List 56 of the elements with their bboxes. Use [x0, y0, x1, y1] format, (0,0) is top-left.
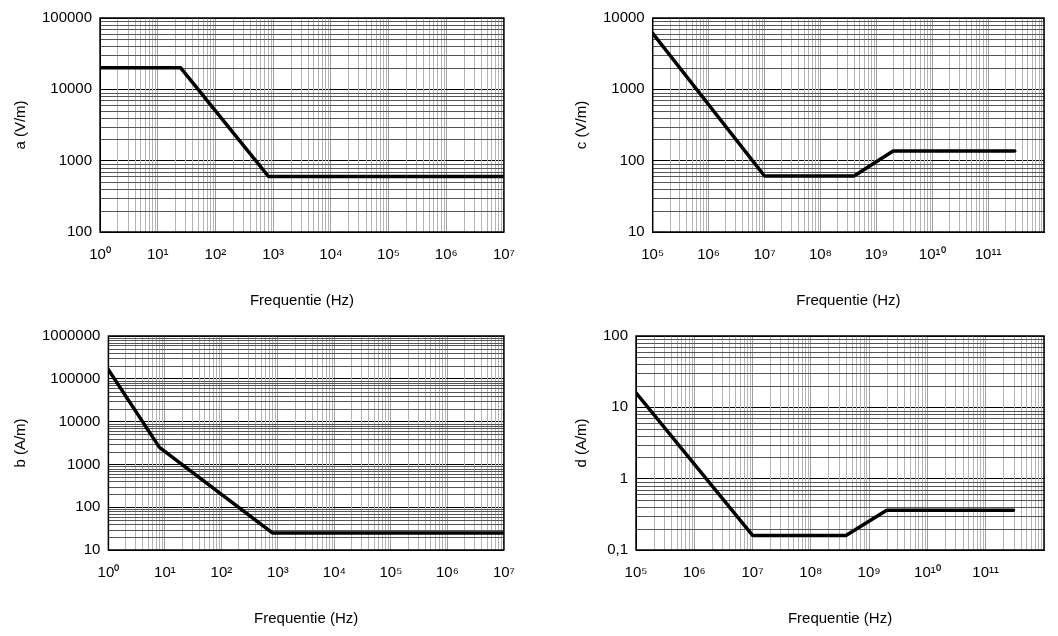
x-tick-label: 10⁴ — [322, 563, 346, 581]
y-tick-label: 10000 — [50, 79, 93, 97]
x-tick-label: 10⁴ — [319, 245, 343, 263]
x-tick-label: 10¹ — [146, 245, 169, 263]
x-axis-title: Frequentie (Hz) — [249, 291, 355, 309]
y-tick-label: 100000 — [41, 8, 93, 26]
x-tick-label: 10⁰ — [89, 245, 111, 263]
y-tick-label: 1 — [619, 468, 629, 486]
x-tick-label: 10⁹ — [864, 245, 888, 263]
x-axis-title: Frequentie (Hz) — [254, 609, 359, 627]
y-axis-title: a (V/m) — [11, 100, 29, 150]
x-tick-label: 10¹ — [154, 563, 176, 581]
x-tick-label: 10⁵ — [379, 563, 403, 581]
y-axis-title: b (A/m) — [11, 418, 29, 468]
x-tick-label: 10⁶ — [682, 563, 706, 581]
y-tick-label: 100 — [75, 497, 101, 515]
x-tick-label: 10⁷ — [492, 563, 516, 581]
y-tick-label: 0,1 — [607, 540, 629, 558]
x-axis-title: Frequentie (Hz) — [787, 609, 893, 627]
x-tick-label: 10⁸ — [799, 563, 823, 581]
x-tick-label: 10⁷ — [753, 245, 776, 263]
x-axis-title: Frequentie (Hz) — [796, 291, 901, 309]
x-tick-label: 10⁷ — [492, 245, 516, 263]
y-tick-label: 100000 — [50, 368, 101, 386]
x-tick-label: 10¹¹ — [974, 245, 1002, 263]
y-tick-label: 1000000 — [41, 326, 101, 344]
x-tick-label: 10⁶ — [436, 563, 459, 581]
x-tick-label: 10⁵ — [377, 245, 400, 263]
y-axis-title: c (V/m) — [572, 100, 590, 150]
x-tick-label: 10¹¹ — [972, 563, 1000, 581]
x-tick-label: 10⁵ — [624, 563, 648, 581]
y-tick-label: 100 — [619, 150, 645, 168]
y-tick-label: 10000 — [58, 411, 101, 429]
x-tick-label: 10⁶ — [434, 245, 458, 263]
y-tick-label: 1000 — [58, 150, 93, 168]
x-tick-label: 10² — [210, 563, 233, 581]
x-tick-label: 10⁷ — [741, 563, 764, 581]
x-tick-label: 10⁰ — [97, 563, 120, 581]
y-axis-title: d (A/m) — [572, 418, 590, 468]
x-tick-label: 10⁶ — [697, 245, 721, 263]
y-tick-label: 1000 — [67, 454, 101, 472]
y-tick-label: 100 — [67, 222, 93, 240]
x-tick-label: 10³ — [262, 245, 284, 263]
y-tick-label: 100 — [603, 326, 629, 344]
x-tick-label: 10¹⁰ — [918, 245, 946, 263]
y-tick-label: 10000 — [602, 8, 645, 26]
x-tick-label: 10⁸ — [808, 245, 832, 263]
x-tick-label: 10² — [204, 245, 227, 263]
x-tick-label: 10³ — [267, 563, 289, 581]
x-tick-label: 10⁵ — [641, 245, 665, 263]
y-tick-label: 10 — [628, 222, 645, 240]
x-tick-label: 10¹⁰ — [914, 563, 941, 581]
y-tick-label: 10 — [611, 397, 629, 415]
y-tick-label: 10 — [83, 540, 101, 558]
y-tick-label: 1000 — [611, 79, 645, 97]
x-tick-label: 10⁹ — [857, 563, 881, 581]
